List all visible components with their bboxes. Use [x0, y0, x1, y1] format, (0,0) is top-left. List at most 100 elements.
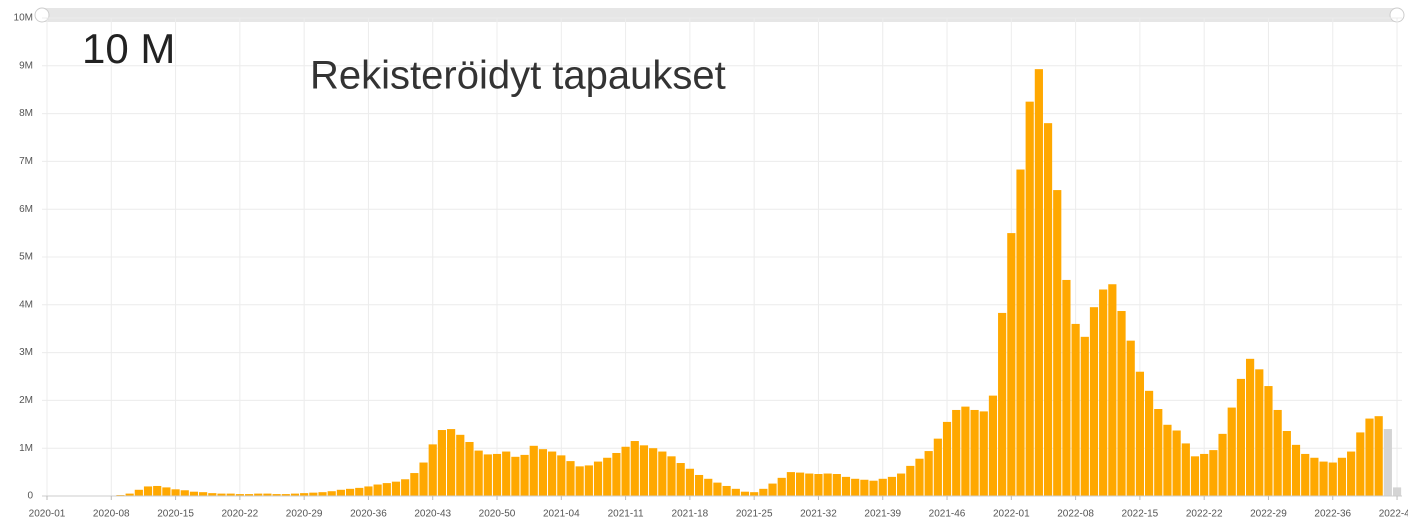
bar: [272, 494, 281, 496]
bar: [548, 451, 557, 496]
bar: [474, 450, 483, 496]
bar: [520, 454, 529, 496]
bar: [1071, 323, 1080, 496]
bar: [851, 478, 860, 496]
bar: [584, 465, 593, 496]
x-tick-label: 2021-18: [672, 509, 709, 520]
bar: [1310, 457, 1319, 496]
bar: [1034, 69, 1043, 497]
x-tick-label: 2022-22: [1186, 509, 1223, 520]
bar: [1209, 450, 1218, 496]
x-tick-label: 2021-04: [543, 509, 580, 520]
bar: [355, 487, 364, 496]
bar: [180, 490, 189, 496]
bar: [189, 491, 199, 496]
bar: [538, 449, 548, 496]
bar: [1190, 456, 1200, 496]
bar: [1282, 430, 1291, 496]
bar: [162, 487, 171, 496]
bar: [401, 479, 410, 496]
bar: [1144, 390, 1154, 496]
bar: [722, 485, 731, 496]
bar: [915, 458, 924, 496]
bar: [1356, 432, 1365, 496]
bar: [318, 492, 327, 496]
bar: [805, 473, 814, 496]
y-tick-label: 8M: [19, 108, 33, 119]
bar: [603, 457, 612, 496]
bar: [998, 312, 1007, 496]
bar: [199, 492, 208, 496]
bar: [327, 491, 336, 496]
bar: [254, 493, 263, 496]
y-tick-label: 0: [27, 491, 33, 502]
bar: [685, 468, 694, 496]
bar: [878, 478, 887, 496]
x-tick-label: 2022-08: [1057, 509, 1094, 520]
bar: [942, 421, 952, 496]
bar: [1117, 311, 1126, 496]
x-tick-label: 2021-32: [800, 509, 837, 520]
bar: [1080, 336, 1089, 496]
bar: [750, 492, 759, 496]
bar: [1163, 424, 1172, 496]
bar: [143, 486, 153, 496]
bar: [731, 488, 740, 496]
y-tick-label: 7M: [19, 156, 33, 167]
y-tick-label: 5M: [19, 252, 33, 263]
bar: [704, 478, 713, 496]
bar: [456, 434, 465, 496]
bar: [1108, 284, 1117, 496]
bar: [593, 461, 603, 496]
bar: [290, 493, 300, 496]
bar: [300, 493, 309, 496]
annotation: 10 M: [82, 25, 175, 72]
bar: [1007, 233, 1016, 496]
bar: [970, 409, 979, 496]
bar: [1383, 429, 1392, 496]
bar: [309, 492, 318, 496]
bar: [1246, 358, 1255, 496]
bar: [235, 494, 244, 496]
bar: [557, 455, 566, 496]
bar: [832, 474, 841, 496]
bar: [621, 446, 630, 496]
bar: [952, 409, 961, 496]
bar: [437, 430, 447, 496]
x-tick-label: 2020-01: [29, 509, 66, 520]
y-tick-label: 4M: [19, 299, 33, 310]
bar: [566, 461, 575, 496]
bar: [1347, 451, 1356, 496]
bar: [786, 472, 795, 496]
bar: [391, 481, 401, 496]
x-tick-label: 2020-08: [93, 509, 130, 520]
slider-track[interactable]: [40, 8, 1398, 22]
x-tick-label: 2020-29: [286, 509, 323, 520]
bar: [428, 444, 437, 496]
bar: [777, 477, 786, 496]
y-tick-label: 10M: [14, 13, 33, 24]
bar: [639, 445, 649, 496]
bar: [1043, 123, 1053, 496]
x-tick-label: 2020-50: [479, 509, 516, 520]
bar: [281, 494, 290, 496]
bar: [153, 485, 162, 496]
bar: [612, 452, 621, 496]
bar: [1099, 289, 1108, 496]
x-tick-label: 2022-01: [993, 509, 1030, 520]
bar: [465, 441, 474, 496]
bar: [208, 493, 217, 496]
x-tick-label: 2022-43: [1379, 509, 1408, 520]
bar: [575, 466, 584, 496]
x-tick-label: 2022-36: [1314, 509, 1351, 520]
bar: [226, 493, 235, 496]
grid: [42, 17, 1402, 497]
bar: [345, 488, 355, 496]
bar: [1319, 461, 1328, 496]
bar: [1218, 433, 1227, 496]
bar: [630, 441, 639, 496]
bar: [419, 462, 428, 496]
bar: [492, 453, 502, 496]
bar: [1392, 487, 1402, 496]
